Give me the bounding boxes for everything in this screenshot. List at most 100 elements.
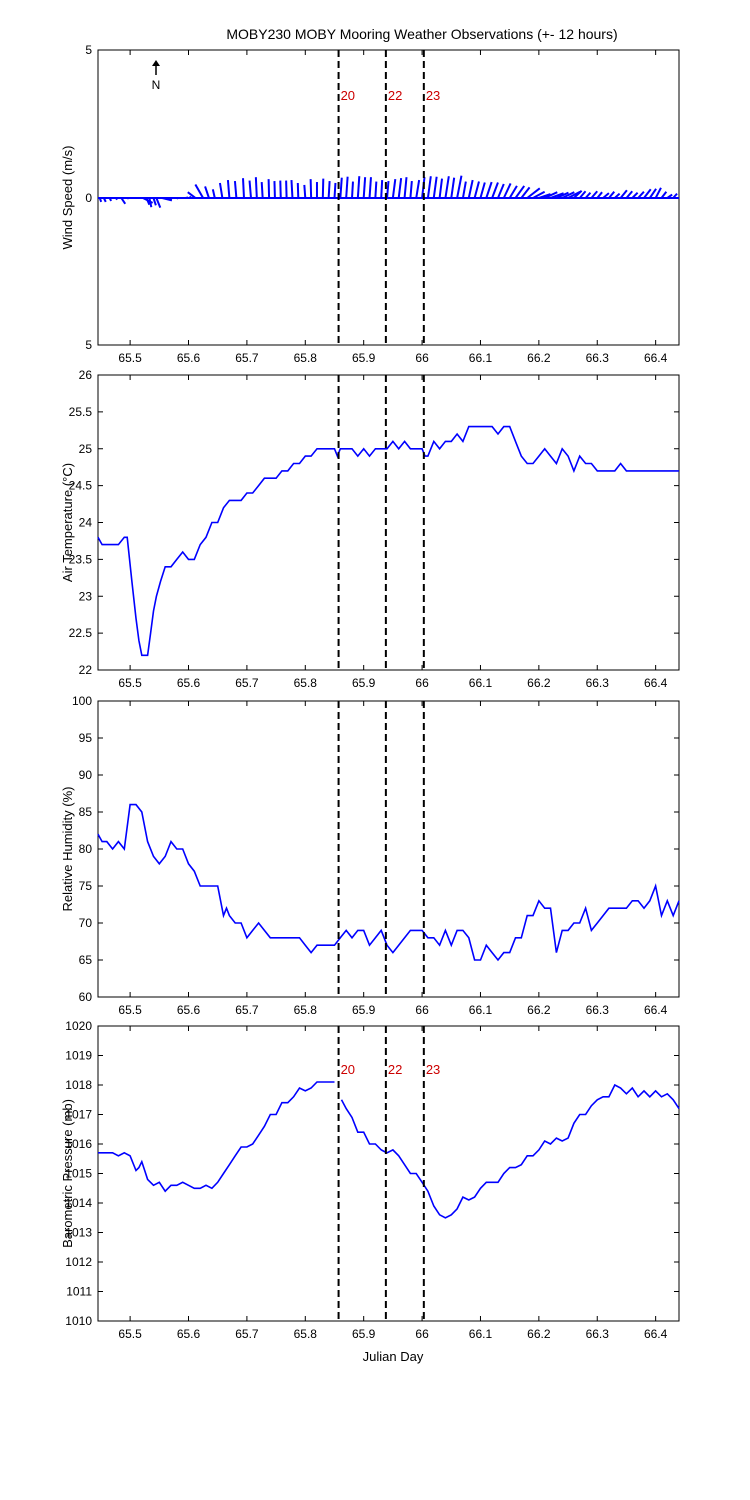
panel-1: 65.5 65.6 65.7 65.8 65.9 66 66.1 66.2 66.3 66.4 5 0… bbox=[60, 43, 680, 365]
panel-4: 65.5 65.6 65.7 65.8 65.9 66 66.1 66.2 66.3 66.4 10… bbox=[60, 1019, 680, 1341]
y-axis-label: Barometric Pressure (mb) bbox=[60, 1099, 75, 1248]
wind-vector bbox=[456, 175, 463, 199]
wind-vector bbox=[660, 191, 668, 199]
wind-vector bbox=[631, 191, 639, 199]
wind-vector bbox=[450, 177, 456, 199]
wind-vector bbox=[167, 197, 173, 200]
wind-vector bbox=[155, 197, 162, 209]
x-tick-label: 65.6 bbox=[177, 676, 201, 690]
wind-vector bbox=[643, 188, 652, 199]
x-tick-label: 66.1 bbox=[469, 1003, 493, 1017]
x-tick-label: 66.4 bbox=[644, 1003, 668, 1017]
wind-vector bbox=[444, 176, 450, 199]
wind-vector bbox=[602, 192, 610, 199]
x-tick-label: 65.9 bbox=[352, 351, 376, 365]
x-tick-label: 65.8 bbox=[294, 676, 318, 690]
x-tick-label: 65.5 bbox=[118, 1327, 142, 1341]
wind-vector bbox=[538, 193, 551, 199]
wind-vector bbox=[204, 186, 210, 199]
x-tick-label: 65.5 bbox=[118, 676, 142, 690]
wind-vector bbox=[403, 177, 408, 199]
x-tick-label: 66.2 bbox=[527, 1327, 551, 1341]
x-tick-label: 65.6 bbox=[177, 1327, 201, 1341]
event-marker-label: 23 bbox=[426, 1062, 440, 1077]
wind-vector bbox=[479, 182, 486, 199]
wind-vector bbox=[432, 176, 438, 199]
y-axis-label: Air Temperature (°C) bbox=[60, 463, 75, 582]
wind-vector bbox=[508, 185, 518, 199]
wind-vector bbox=[188, 195, 193, 199]
wind-vector bbox=[148, 197, 153, 208]
wind-vector bbox=[473, 181, 480, 199]
wind-vector bbox=[351, 181, 354, 199]
y-tick-label: 1015 bbox=[65, 1167, 92, 1181]
wind-vector bbox=[242, 178, 245, 199]
wind-vector bbox=[397, 178, 403, 199]
wind-vector bbox=[520, 186, 531, 199]
axes-frame bbox=[97, 374, 680, 671]
y-axis-label: Wind Speed (m/s) bbox=[60, 145, 75, 249]
wind-vector bbox=[362, 177, 367, 199]
wind-vector bbox=[108, 197, 113, 202]
y-tick-label: 1014 bbox=[65, 1196, 92, 1210]
wind-vector bbox=[409, 180, 413, 199]
y-tick-label: 22.5 bbox=[69, 626, 93, 640]
wind-vector bbox=[672, 192, 678, 199]
wind-vector bbox=[485, 181, 493, 199]
event-marker-label: 22 bbox=[388, 1062, 402, 1077]
x-tick-label: 65.8 bbox=[294, 1003, 318, 1017]
wind-vector bbox=[368, 177, 372, 199]
wind-vector bbox=[590, 190, 598, 199]
x-tick-label: 65.9 bbox=[352, 1327, 376, 1341]
wind-vector bbox=[637, 191, 645, 199]
wind-vector bbox=[654, 187, 662, 199]
wind-vector bbox=[161, 197, 173, 202]
y-axis-label: Relative Humidity (%) bbox=[60, 787, 75, 912]
wind-vector bbox=[374, 181, 378, 199]
wind-vector bbox=[187, 191, 197, 199]
y-tick-label: 1012 bbox=[65, 1255, 92, 1269]
x-tick-label: 65.6 bbox=[177, 1003, 201, 1017]
north-arrow-head-icon bbox=[152, 60, 160, 66]
wind-vector bbox=[514, 185, 526, 199]
y-tick-label: 25 bbox=[79, 442, 93, 456]
y-tick-label: 5 bbox=[85, 43, 92, 57]
wind-vector bbox=[550, 192, 564, 199]
wind-vector bbox=[290, 180, 294, 199]
wind-vector bbox=[544, 191, 558, 199]
x-tick-label: 66.3 bbox=[586, 1003, 610, 1017]
wind-vector bbox=[145, 197, 151, 206]
x-tick-label: 65.7 bbox=[235, 1003, 259, 1017]
wind-vector bbox=[648, 188, 657, 199]
x-tick-label: 65.9 bbox=[352, 676, 376, 690]
y-tick-label: 90 bbox=[79, 768, 93, 782]
y-tick-label: 100 bbox=[72, 694, 92, 708]
y-tick-label: 5 bbox=[85, 338, 92, 352]
wind-vector bbox=[491, 182, 499, 199]
wind-vector bbox=[502, 183, 512, 199]
x-tick-label: 65.8 bbox=[294, 1327, 318, 1341]
x-tick-label: 66.4 bbox=[644, 676, 668, 690]
wind-vector bbox=[260, 181, 264, 199]
y-tick-label: 60 bbox=[79, 990, 93, 1004]
y-tick-label: 70 bbox=[79, 916, 93, 930]
y-tick-label: 95 bbox=[79, 731, 93, 745]
wind-vector bbox=[532, 190, 546, 199]
wind-vector bbox=[303, 184, 307, 199]
x-tick-label: 66 bbox=[415, 676, 429, 690]
wind-vector bbox=[561, 191, 575, 199]
wind-vector bbox=[194, 183, 204, 199]
x-axis-label: Julian Day bbox=[363, 1349, 424, 1364]
wind-vector bbox=[218, 182, 224, 199]
wind-vector bbox=[345, 176, 349, 199]
chart-panels: 65.5 65.6 65.7 65.8 65.9 66 66.1 66.2 66.3 66.4 5 0… bbox=[60, 43, 680, 1341]
axes-frame bbox=[97, 700, 680, 998]
x-tick-label: 65.7 bbox=[235, 676, 259, 690]
wind-vector bbox=[380, 180, 384, 199]
x-tick-label: 66.2 bbox=[527, 351, 551, 365]
event-marker-label: 20 bbox=[341, 1062, 355, 1077]
figure-title: MOBY230 MOBY Mooring Weather Observation… bbox=[226, 26, 617, 42]
y-tick-label: 24.5 bbox=[69, 479, 93, 493]
x-tick-label: 65.7 bbox=[235, 351, 259, 365]
x-tick-label: 66.2 bbox=[527, 1003, 551, 1017]
